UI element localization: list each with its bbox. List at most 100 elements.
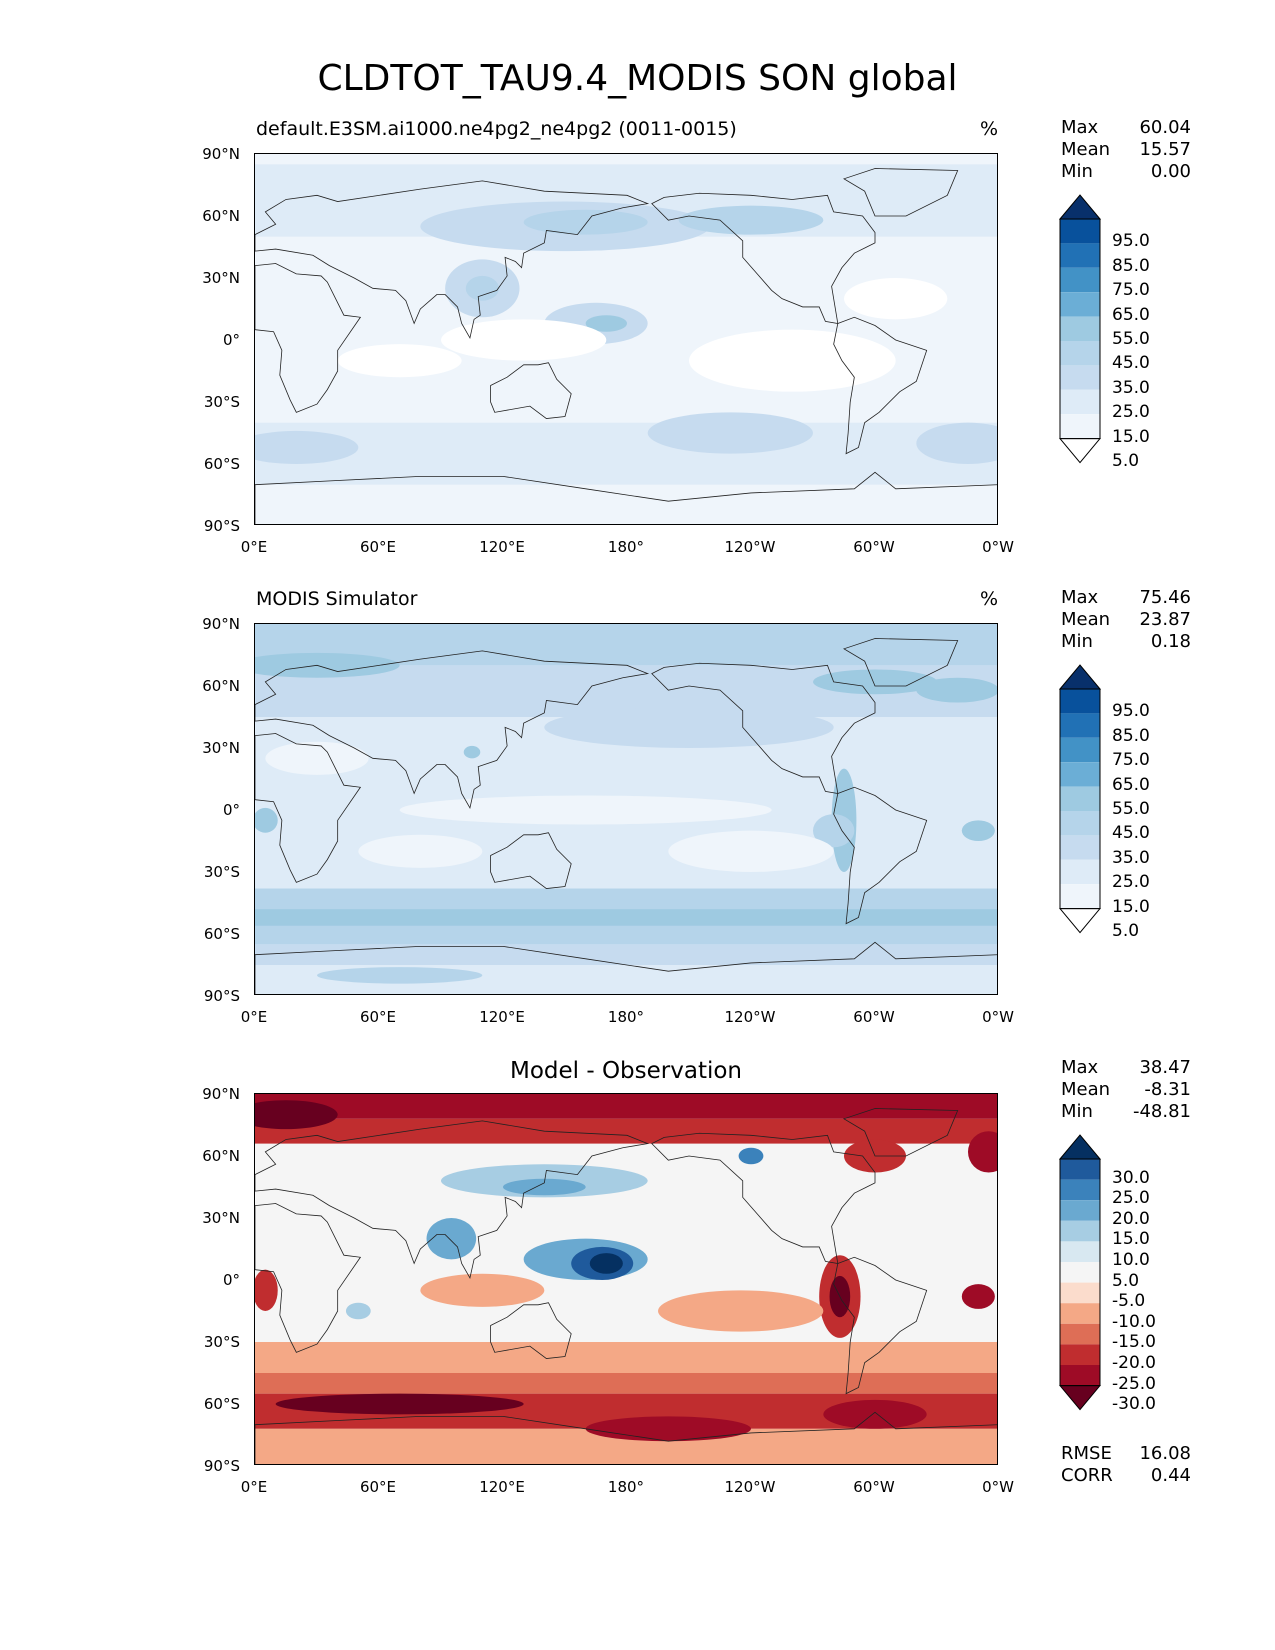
stats-block: Max 75.46 Mean 23.87 Min 0.18 — [1061, 587, 1191, 653]
coastline — [651, 192, 876, 324]
lon-label: 0°W — [982, 1478, 1014, 1496]
colorbar-tick-label: 15.0 — [1112, 1229, 1150, 1250]
lat-label: 90°S — [203, 517, 240, 535]
lon-label: 120°W — [724, 1008, 776, 1026]
stat-label: Mean — [1061, 1079, 1111, 1100]
lon-label: 0°E — [240, 1008, 268, 1026]
stat-max: 60.04 — [1139, 117, 1191, 138]
lon-label: 120°E — [479, 1478, 525, 1496]
lon-label: 120°W — [724, 1478, 776, 1496]
colorbar-swatch — [1060, 688, 1100, 714]
lat-label: 30°S — [203, 863, 240, 881]
lat-label: 30°N — [202, 1209, 240, 1227]
colorbar-tick-label: -10.0 — [1112, 1311, 1156, 1332]
lon-label: 120°E — [479, 538, 525, 556]
colorbar-tick-label: 55.0 — [1112, 799, 1150, 819]
coastline — [255, 1411, 997, 1464]
lon-label: 180° — [607, 1478, 645, 1496]
lon-label: 0°E — [240, 538, 268, 556]
coastline — [255, 180, 650, 340]
colorbar-swatch — [1060, 1282, 1100, 1304]
lon-label: 0°W — [982, 1008, 1014, 1026]
lat-label: 90°N — [202, 145, 240, 163]
lat-label: 60°S — [203, 455, 240, 473]
coastline — [843, 168, 959, 217]
colorbar-swatch — [1060, 884, 1100, 909]
colorbar-swatch — [1060, 835, 1100, 860]
colorbar-extend-max — [1058, 1134, 1102, 1160]
stats-block: Max 38.47 Mean -8.31 Min -48.81 — [1061, 1057, 1191, 1123]
colorbar-tick-label: 35.0 — [1112, 847, 1150, 868]
lon-label: 60°W — [853, 538, 895, 556]
stat-label: Max — [1061, 1057, 1099, 1078]
lon-label: 120°E — [479, 1008, 525, 1026]
colorbar-tick-label: 45.0 — [1112, 353, 1150, 374]
colorbar-swatch — [1060, 1261, 1100, 1283]
stat-label: Min — [1061, 1101, 1093, 1122]
colorbar-swatch — [1060, 1344, 1100, 1365]
lon-label: 180° — [607, 1008, 645, 1026]
stat-label: Min — [1061, 631, 1093, 652]
coastline — [255, 733, 362, 883]
panel-title: Model - Observation — [509, 1058, 743, 1084]
colorbar-swatch — [1060, 1323, 1100, 1345]
coastline — [490, 1302, 572, 1359]
colorbar-tick-label: -30.0 — [1112, 1394, 1156, 1415]
colorbar-extend-max — [1058, 194, 1102, 220]
map-field — [255, 1094, 997, 1464]
colorbar — [1058, 664, 1102, 938]
lon-label: 60°W — [853, 1478, 895, 1496]
colorbar-swatch — [1060, 340, 1100, 366]
coastline — [255, 1203, 362, 1353]
lon-label: 60°E — [359, 538, 397, 556]
colorbar-tick-label: 45.0 — [1112, 823, 1150, 844]
colorbar-swatch — [1060, 786, 1100, 811]
colorbar-swatch — [1060, 1241, 1100, 1262]
coastline — [255, 650, 650, 810]
colorbar-swatch — [1060, 713, 1100, 738]
lat-label: 60°N — [202, 207, 240, 225]
panel-title: default.E3SM.ai1000.ne4pg2_ne4pg2 (0011-… — [256, 118, 737, 140]
stat-corr: 0.44 — [1150, 1465, 1191, 1486]
lat-label: 0° — [222, 1271, 240, 1289]
colorbar-swatch — [1060, 267, 1100, 293]
colorbar-tick-label: 15.0 — [1112, 896, 1150, 917]
colorbar-swatch — [1060, 1303, 1100, 1324]
colorbar-swatch — [1060, 218, 1100, 244]
lat-label: 30°N — [202, 739, 240, 757]
rmse-corr-block: RMSE 16.08 CORR 0.44 — [1061, 1443, 1191, 1487]
colorbar-swatches — [1058, 194, 1102, 464]
coastline — [255, 941, 997, 994]
colorbar-swatch — [1060, 737, 1100, 763]
lat-label: 60°N — [202, 677, 240, 695]
stat-mean: 15.57 — [1139, 139, 1191, 160]
colorbar-tick-label: 55.0 — [1112, 329, 1150, 349]
lat-label: 0° — [222, 331, 240, 349]
lat-label: 0° — [222, 801, 240, 819]
stat-label: Mean — [1061, 609, 1111, 630]
stat-label: CORR — [1061, 1465, 1113, 1486]
colorbar-tick-label: 95.0 — [1112, 701, 1150, 722]
coastline — [843, 638, 959, 687]
stat-max: 38.47 — [1139, 1057, 1191, 1078]
lat-label: 30°S — [203, 393, 240, 411]
stat-min: 0.00 — [1150, 161, 1191, 182]
colorbar-tick-label: 10.0 — [1112, 1250, 1150, 1270]
coastline — [255, 263, 362, 413]
lon-label: 120°W — [724, 538, 776, 556]
lat-label: 90°N — [202, 615, 240, 633]
lat-label: 30°S — [203, 1333, 240, 1351]
map-field — [255, 624, 997, 994]
colorbar-tick-label: 35.0 — [1112, 377, 1150, 398]
stat-min: 0.18 — [1150, 631, 1191, 652]
units-label: % — [980, 588, 999, 610]
map-field — [255, 154, 997, 524]
lon-label: 180° — [607, 538, 645, 556]
stat-max: 75.46 — [1139, 587, 1191, 608]
coastline — [833, 786, 928, 925]
colorbar-extend-min — [1058, 908, 1102, 934]
lon-label: 60°E — [359, 1008, 397, 1026]
colorbar-extend-max — [1058, 664, 1102, 690]
colorbar-swatches — [1058, 664, 1102, 934]
coastline — [255, 1120, 650, 1280]
